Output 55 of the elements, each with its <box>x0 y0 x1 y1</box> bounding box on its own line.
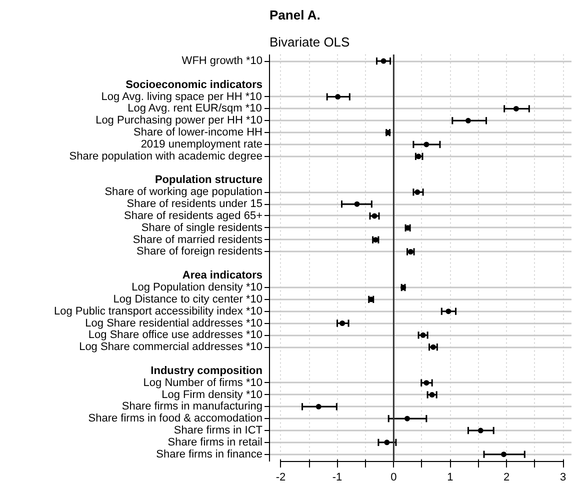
y-tick-label: Share firms in finance <box>156 448 263 460</box>
point <box>384 440 390 446</box>
y-tick-label: Share of foreign residents <box>136 246 263 258</box>
y-tick-label: Share firms in ICT <box>174 424 263 437</box>
point <box>429 392 435 398</box>
y-tick-label: Log Avg. living space per HH *10 <box>101 90 262 103</box>
point <box>316 404 322 410</box>
point <box>501 452 507 458</box>
y-tick-label: Log Avg. rent EUR/sqm *10 <box>128 102 262 115</box>
y-tick-label: Area indicators <box>182 270 263 282</box>
y-tick-label: Log Public transport accessibility index *10 <box>54 305 263 318</box>
y-tick-label: Industry composition <box>150 364 263 377</box>
point <box>354 201 360 207</box>
point <box>340 320 346 326</box>
point <box>465 118 471 124</box>
x-tick-label: 1 <box>447 472 454 484</box>
y-tick-label: Log Population density *10 <box>132 281 263 294</box>
y-tick-label: Share firms in food & accomodation <box>88 412 263 425</box>
y-tick-label: Log Firm density *10 <box>162 388 263 401</box>
x-tick-label: 3 <box>560 472 566 484</box>
x-tick-label: -1 <box>332 472 342 484</box>
y-tick-label: Log Share office use addresses *10 <box>88 329 263 342</box>
x-tick-label: 2 <box>504 472 510 484</box>
chart-subtitle: Bivariate OLS <box>270 34 350 50</box>
point <box>335 94 341 100</box>
point <box>513 106 519 112</box>
y-tick-label: Share of residents aged 65+ <box>124 210 262 222</box>
point <box>446 308 452 314</box>
point <box>478 428 484 434</box>
y-tick-label: Share of lower-income HH <box>134 126 263 139</box>
y-tick-label: Share of residents under 15 <box>126 198 263 210</box>
y-tick-label: Log Number of firms *10 <box>143 376 262 389</box>
y-tick-label: Share firms in retail <box>168 436 263 448</box>
y-tick-label: Population structure <box>154 174 262 186</box>
y-tick-label: Share firms in manufacturing <box>122 400 263 413</box>
y-tick-label: 2019 unemployment rate <box>140 138 262 150</box>
y-tick-label: Share population with academic degree <box>69 150 263 162</box>
y-tick-label: Log Share residential addresses *10 <box>85 317 263 330</box>
x-tick-label: 0 <box>390 472 397 484</box>
y-tick-label: Log Share commercial addresses *10 <box>79 341 263 354</box>
y-tick-label: Share of married residents <box>132 234 263 246</box>
point <box>424 380 430 386</box>
point <box>380 58 386 64</box>
point <box>424 142 430 148</box>
point <box>408 248 414 254</box>
y-tick-label: WFH growth *10 <box>182 55 263 68</box>
x-tick-label: -2 <box>276 472 286 484</box>
y-tick-label: Share of single residents <box>141 222 263 234</box>
chart-title: Panel A. <box>270 8 320 22</box>
y-tick-label: Socioeconomic indicators <box>126 78 262 91</box>
point <box>404 416 410 422</box>
point <box>414 189 420 195</box>
y-tick-label: Log Purchasing power per HH *10 <box>96 114 263 127</box>
y-tick-label: Log Distance to city center *10 <box>113 293 263 306</box>
y-tick-label: Share of working age population <box>104 186 263 198</box>
